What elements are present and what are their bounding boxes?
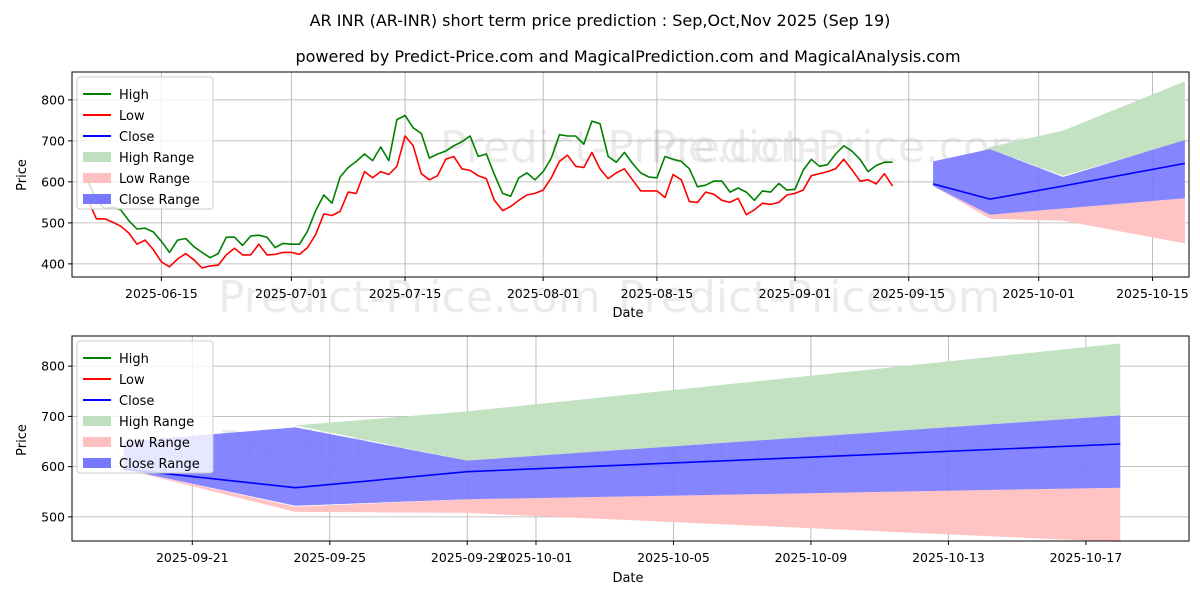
top-x-tick-label: 2025-09-15: [872, 286, 945, 301]
legend-label-4: Low Range: [119, 436, 190, 451]
top-x-tick-label: 2025-07-15: [369, 286, 442, 301]
bottom-chart: Predict-Price.com Predict-Price.com 2025…: [15, 335, 1190, 586]
top-low-line: [87, 135, 894, 269]
top-close-line: [932, 162, 1186, 200]
legend-label-1: Low: [119, 373, 145, 388]
top-x-tick-label: 2025-09-01: [759, 286, 832, 301]
legend-swatch-3: [83, 416, 111, 426]
legend-label-0: High: [119, 88, 149, 103]
bottom-x-axis-label: Date: [612, 571, 643, 586]
bottom-x-ticks: 2025-09-21 2025-09-25 2025-09-292025-10-01…: [156, 541, 1122, 565]
bottom-y-tick-label: 800: [41, 359, 65, 374]
legend-label-3: High Range: [119, 151, 194, 166]
legend-swatch-5: [83, 458, 111, 468]
legend-label-2: Close: [119, 394, 154, 409]
bottom-x-tick-label: 2025-10-01: [500, 550, 573, 565]
top-low-range-area: [933, 186, 1185, 244]
chart-subtitle: powered by Predict-Price.com and Magical…: [295, 47, 960, 66]
bottom-x-tick-label: 2025-09-25: [293, 550, 366, 565]
bottom-y-axis-label: Price: [15, 424, 30, 456]
top-close-range-area: [933, 140, 1185, 215]
watermark-mid-left: Predict-Price.com: [218, 272, 601, 323]
top-x-tick-label: 2025-06-15: [125, 286, 198, 301]
top-x-tick-label: 2025-08-01: [507, 286, 580, 301]
bottom-close-line: [123, 443, 1121, 489]
top-y-tick-label: 500: [41, 215, 65, 230]
legend-label-5: Close Range: [119, 193, 200, 208]
legend-label-1: Low: [119, 109, 145, 124]
top-series-lines: [87, 114, 1186, 269]
top-y-tick-label: 400: [41, 256, 65, 271]
bottom-series-lines: [123, 443, 1121, 489]
legend-label-4: Low Range: [119, 172, 190, 187]
bottom-x-tick-label: 2025-10-13: [912, 550, 985, 565]
top-y-ticks: 400 500 600 700 800: [41, 92, 72, 271]
bottom-legend: High Low Close High Range Low Range Close Ran…: [76, 340, 214, 474]
top-y-axis-label: Price: [15, 159, 30, 191]
bottom-close-range-area: [123, 415, 1121, 506]
top-plot-frame: [71, 71, 1190, 278]
bottom-y-tick-label: 600: [41, 459, 65, 474]
top-x-ticks: 2025-06-15 2025-07-01 2025-07-15 2025-08-01…: [125, 277, 1189, 301]
top-y-tick-label: 700: [41, 133, 65, 148]
chart-title: AR INR (AR-INR) short term price predict…: [310, 11, 891, 30]
legend-label-0: High: [119, 352, 149, 367]
bottom-plot-frame: [71, 335, 1190, 542]
top-y-tick-label: 800: [41, 92, 65, 107]
bottom-low-range-area: [123, 469, 1121, 542]
top-x-tick-label: 2025-10-01: [1002, 286, 1075, 301]
legend-label-3: High Range: [119, 415, 194, 430]
top-x-tick-label: 2025-10-15: [1116, 286, 1189, 301]
watermark-mid-right: Predict-Price.com: [618, 272, 1001, 323]
legend-label-2: Close: [119, 130, 154, 145]
legend-swatch-4: [83, 437, 111, 447]
top-high-line: [87, 114, 893, 259]
top-forecast-areas: [933, 81, 1185, 244]
bottom-high-range-area: [123, 343, 1121, 461]
top-x-axis-label: Date: [612, 306, 643, 321]
top-high-range-area: [933, 81, 1185, 177]
top-chart: Predict-Price.com Predict-Price.com Pred…: [15, 71, 1190, 323]
bottom-y-tick-label: 700: [41, 409, 65, 424]
bottom-x-tick-label: 2025-09-21: [156, 550, 229, 565]
top-x-tick-label: 2025-07-01: [255, 286, 328, 301]
legend-swatch-4: [83, 173, 111, 183]
bottom-x-tick-label: 2025-09-29: [431, 550, 504, 565]
bottom-forecast-areas: [123, 343, 1121, 542]
bottom-y-ticks: 500 600 700 800: [41, 359, 72, 524]
top-x-tick-label: 2025-08-15: [621, 286, 694, 301]
legend-swatch-5: [83, 194, 111, 204]
top-y-tick-label: 600: [41, 174, 65, 189]
bottom-y-tick-label: 500: [41, 509, 65, 524]
legend-swatch-3: [83, 152, 111, 162]
watermark-top-left: Predict-Price.com: [440, 122, 823, 173]
legend-label-5: Close Range: [119, 457, 200, 472]
bottom-x-tick-label: 2025-10-09: [775, 550, 848, 565]
top-legend: High Low Close High Range Low Range Close Ran…: [76, 76, 214, 210]
bottom-x-tick-label: 2025-10-17: [1050, 550, 1123, 565]
bottom-x-tick-label: 2025-10-05: [637, 550, 710, 565]
